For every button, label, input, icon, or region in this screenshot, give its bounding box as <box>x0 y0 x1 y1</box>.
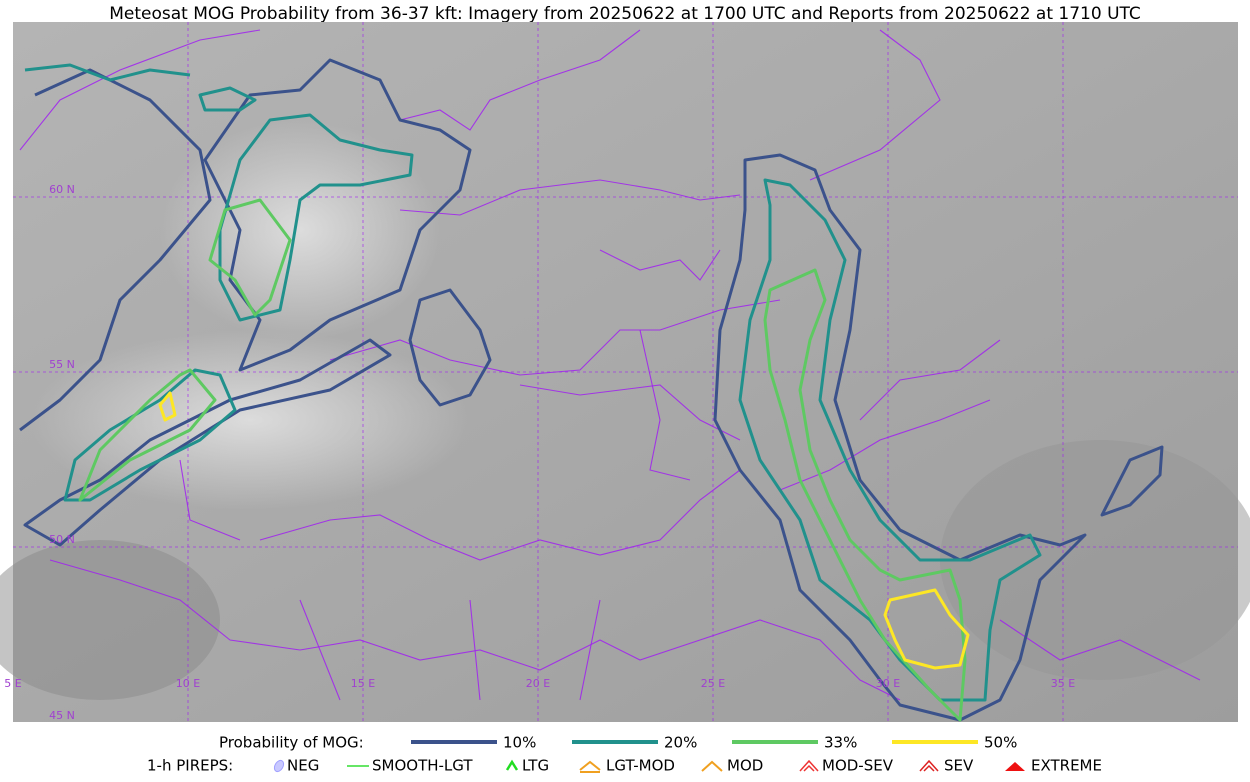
lon-label: 20 E <box>526 677 550 690</box>
contour-33 <box>208 198 292 317</box>
legend-label: MOD-SEV <box>822 757 894 775</box>
lon-label: 10 E <box>176 677 200 690</box>
legend-label: NEG <box>287 757 319 775</box>
legend-label: EXTREME <box>1031 757 1102 775</box>
mod-icon <box>701 760 723 772</box>
lon-label: 15 E <box>351 677 375 690</box>
contour-20 <box>738 178 1042 702</box>
contour-10 <box>408 288 492 407</box>
legend-items: 10% 20% 33% 50% <box>411 734 1017 752</box>
lat-label: 45 N <box>49 709 75 722</box>
contour-10 <box>713 153 1087 722</box>
legend-label: 20% <box>664 734 697 752</box>
legend-label: LTG <box>522 757 549 775</box>
legend-label: SMOOTH-LGT <box>372 757 473 775</box>
legend-label: 33% <box>824 734 857 752</box>
contour-50 <box>883 588 970 670</box>
legend: Probability of MOG: 10% 20% 33% 50% 1-h PIR… <box>147 734 1102 775</box>
lat-label: 55 N <box>49 358 75 371</box>
lon-label: 25 E <box>701 677 725 690</box>
contour-33 <box>78 368 217 502</box>
lat-label: 60 N <box>49 183 75 196</box>
contour-20 <box>24 63 257 112</box>
contour-20 <box>63 368 237 502</box>
cloud <box>160 120 440 340</box>
pirep-icons <box>273 759 1025 773</box>
lat-label: 50 N <box>49 533 75 546</box>
lon-label: 30 E <box>876 677 900 690</box>
sev-icon <box>919 759 939 772</box>
lgt-mod-icon <box>579 760 601 773</box>
legend-label: LGT-MOD <box>606 757 675 775</box>
lon-label: 5 E <box>4 677 21 690</box>
border <box>599 249 1001 481</box>
contour-10 <box>1100 445 1164 517</box>
map: 5 E 10 E 15 E 20 E 25 E 30 E 35 E 60 N 5… <box>0 22 1250 722</box>
title: Meteosat MOG Probability from 36-37 kft:… <box>109 4 1141 24</box>
border <box>179 459 1201 701</box>
legend-title: 1-h PIREPS: <box>147 757 233 775</box>
legend-label: 10% <box>503 734 536 752</box>
graticule-labels: 5 E 10 E 15 E 20 E 25 E 30 E 35 E 60 N 5… <box>4 183 1075 722</box>
legend-label: SEV <box>944 757 974 775</box>
lon-label: 35 E <box>1051 677 1075 690</box>
cloud <box>30 330 470 510</box>
coastline <box>19 29 641 151</box>
cloud-dark <box>940 440 1250 680</box>
legend-title: Probability of MOG: <box>219 734 364 752</box>
contour-20 <box>218 113 414 322</box>
contours <box>19 58 1164 722</box>
legend-label: MOD <box>727 757 763 775</box>
coastline <box>399 29 941 216</box>
contour-50 <box>158 391 177 422</box>
ltg-icon <box>505 759 519 771</box>
contour-10 <box>23 338 392 547</box>
extreme-icon <box>1005 762 1025 771</box>
border <box>49 559 901 701</box>
mod-sev-icon <box>799 759 819 772</box>
legend-label: 50% <box>984 734 1017 752</box>
cloud-dark <box>0 540 220 700</box>
border <box>259 399 991 561</box>
contour-10 <box>19 68 212 432</box>
neg-icon <box>273 759 285 773</box>
